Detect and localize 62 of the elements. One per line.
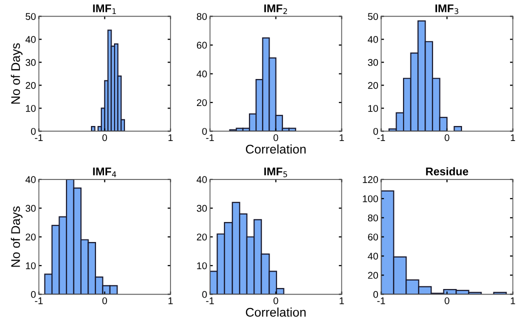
- chart-title: IMF$_{4}$: [93, 168, 116, 178]
- x-tick-label: 0: [102, 134, 108, 142]
- y-tick-label: 10: [368, 104, 378, 112]
- y-tick-label: 20: [196, 99, 207, 106]
- chart-title: IMF$_{5}$: [264, 168, 288, 178]
- y-tick-label: 0: [202, 291, 207, 298]
- x-tick-label: 1: [340, 297, 344, 304]
- x-axis-title: Correlation: [246, 308, 306, 317]
- x-tick-label: -1: [34, 297, 43, 304]
- y-tick-label: 0: [202, 128, 207, 135]
- y-tick-label: 30: [26, 204, 36, 212]
- x-tick-label: 1: [510, 134, 516, 142]
- x-tick-label: -1: [377, 297, 386, 304]
- y-tick-label: 20: [368, 82, 378, 89]
- y-tick-label: 20: [26, 82, 36, 89]
- y-tick-label: 10: [26, 104, 36, 112]
- y-tick-label: 20: [368, 272, 378, 279]
- x-tick-label: 0: [102, 297, 108, 304]
- chart-title: Residue: [426, 167, 468, 176]
- y-tick-label: 120: [362, 176, 378, 184]
- y-tick-label: 0: [373, 128, 378, 135]
- x-tick-label: 1: [168, 134, 173, 142]
- y-tick-label: 10: [197, 262, 207, 270]
- x-tick-label: 1: [340, 134, 344, 142]
- y-tick-label: 0: [373, 291, 378, 298]
- y-tick-label: 50: [26, 13, 36, 20]
- y-tick-label: 60: [196, 42, 207, 49]
- x-tick-label: 0: [444, 134, 450, 142]
- chart-title: IMF$_{3}$: [435, 4, 458, 14]
- x-tick-label: -1: [206, 297, 214, 304]
- y-tick-label: 30: [26, 59, 36, 66]
- x-tick-label: 0: [274, 134, 278, 142]
- x-tick-label: 0: [274, 297, 278, 304]
- y-tick-label: 30: [368, 59, 378, 66]
- x-tick-label: -1: [34, 134, 43, 142]
- y-tick-label: 0: [31, 128, 36, 135]
- chart-title: IMF$_{1}$: [93, 4, 116, 14]
- y-tick-label: 100: [362, 195, 378, 202]
- y-tick-label: 30: [196, 204, 207, 212]
- y-tick-label: 40: [368, 252, 378, 260]
- y-tick-label: 50: [368, 13, 378, 20]
- x-tick-label: -1: [377, 134, 386, 142]
- y-tick-label: 60: [368, 234, 378, 240]
- x-axis-title: Correlation: [246, 144, 306, 154]
- chart-title: IMF$_{2}$: [264, 4, 287, 14]
- y-axis-title: No of Days: [10, 206, 22, 267]
- y-tick-label: 40: [25, 176, 36, 184]
- y-tick-label: 20: [196, 234, 207, 240]
- x-tick-label: 1: [168, 297, 173, 304]
- x-tick-label: 1: [510, 297, 516, 304]
- y-tick-label: 0: [31, 291, 36, 298]
- y-tick-label: 80: [368, 214, 378, 222]
- y-axis-title: No of Days: [10, 43, 22, 104]
- y-tick-label: 40: [196, 70, 207, 78]
- y-tick-label: 10: [26, 262, 36, 270]
- x-tick-label: 0: [444, 297, 450, 304]
- y-tick-label: 40: [368, 36, 378, 43]
- y-tick-label: 40: [196, 176, 207, 184]
- x-tick-label: -1: [206, 134, 214, 142]
- y-tick-label: 80: [196, 13, 207, 20]
- y-tick-label: 20: [26, 234, 36, 240]
- y-tick-label: 40: [25, 36, 36, 43]
